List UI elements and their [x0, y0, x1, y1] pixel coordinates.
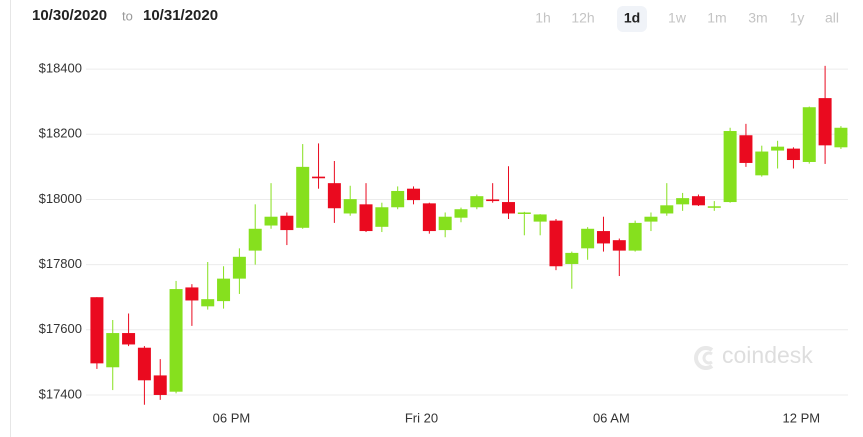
candle-body	[359, 204, 373, 232]
candle-body	[454, 209, 468, 218]
candle-body	[232, 256, 246, 279]
candle-body	[786, 148, 800, 161]
candle-body	[391, 190, 405, 208]
candle-body	[755, 151, 769, 176]
candle-body	[137, 347, 151, 381]
range-button[interactable]: 1m	[707, 10, 726, 26]
candle-body	[612, 240, 626, 251]
candle-body	[106, 333, 120, 368]
candle-body	[248, 228, 262, 251]
candle-body	[375, 207, 389, 227]
candle-body	[517, 212, 531, 214]
range-button[interactable]: 3m	[748, 10, 767, 26]
candle-body	[122, 333, 136, 345]
candle-body	[818, 98, 832, 146]
y-tick-label: $18400	[39, 61, 82, 76]
candle-body	[660, 205, 674, 214]
candle-body	[723, 131, 737, 203]
candle-body	[834, 127, 848, 148]
candle-body	[707, 206, 721, 208]
x-tick-label: 06 PM	[213, 410, 251, 425]
x-tick-label: 06 AM	[593, 410, 630, 425]
candle-body	[691, 196, 705, 206]
watermark: coindesk	[694, 342, 813, 370]
candle-body	[549, 220, 563, 267]
y-tick-label: $17800	[39, 256, 82, 271]
candle-body	[565, 252, 579, 264]
range-button[interactable]: all	[825, 10, 839, 26]
candle-body	[533, 214, 547, 222]
range-button[interactable]: 12h	[571, 10, 594, 26]
candle-body	[312, 176, 326, 179]
candle-body	[676, 198, 690, 205]
y-tick-label: $17400	[39, 386, 82, 401]
range-button[interactable]: 1w	[668, 10, 687, 26]
range-button[interactable]: 1y	[790, 10, 805, 26]
candle-body	[596, 231, 610, 244]
candle-body	[153, 375, 167, 395]
candle-body	[185, 287, 199, 301]
candle-body	[644, 216, 658, 222]
range-button[interactable]: 1h	[535, 10, 551, 26]
candle-body	[407, 188, 421, 201]
candle-body	[581, 228, 595, 249]
y-tick-label: $18200	[39, 126, 82, 141]
watermark-logo	[694, 346, 714, 370]
date-separator: to	[122, 8, 133, 23]
candle-body	[327, 183, 341, 209]
candle-body	[739, 135, 753, 163]
candle-body	[802, 107, 816, 162]
candle-body	[169, 289, 183, 392]
candle-body	[280, 215, 294, 231]
candle-body	[422, 203, 436, 232]
date-to: 10/31/2020	[143, 7, 218, 24]
range-button[interactable]: 1d	[624, 10, 640, 26]
watermark-text: coindesk	[722, 342, 813, 368]
date-from: 10/30/2020	[32, 7, 107, 24]
x-tick-label: Fri 20	[405, 410, 438, 425]
candle-body	[217, 278, 231, 302]
range-selector: 1h 12h 1d 1w 1m 3m 1y all	[535, 6, 839, 32]
x-tick-label: 12 PM	[783, 410, 821, 425]
y-tick-label: $17600	[39, 321, 82, 336]
candle-body	[90, 297, 104, 364]
candle-body	[771, 146, 785, 151]
candle-body	[628, 222, 642, 251]
range-selected-bg	[617, 6, 647, 32]
candle-body	[501, 202, 515, 214]
candle-body	[296, 166, 310, 228]
candle-body	[438, 216, 452, 231]
candle-body	[264, 216, 278, 226]
candle-body	[343, 199, 357, 214]
y-tick-label: $18000	[39, 191, 82, 206]
candle-body	[201, 299, 215, 307]
candle-body	[470, 196, 484, 208]
candle-body	[486, 199, 500, 202]
watermark-logo	[702, 351, 713, 365]
